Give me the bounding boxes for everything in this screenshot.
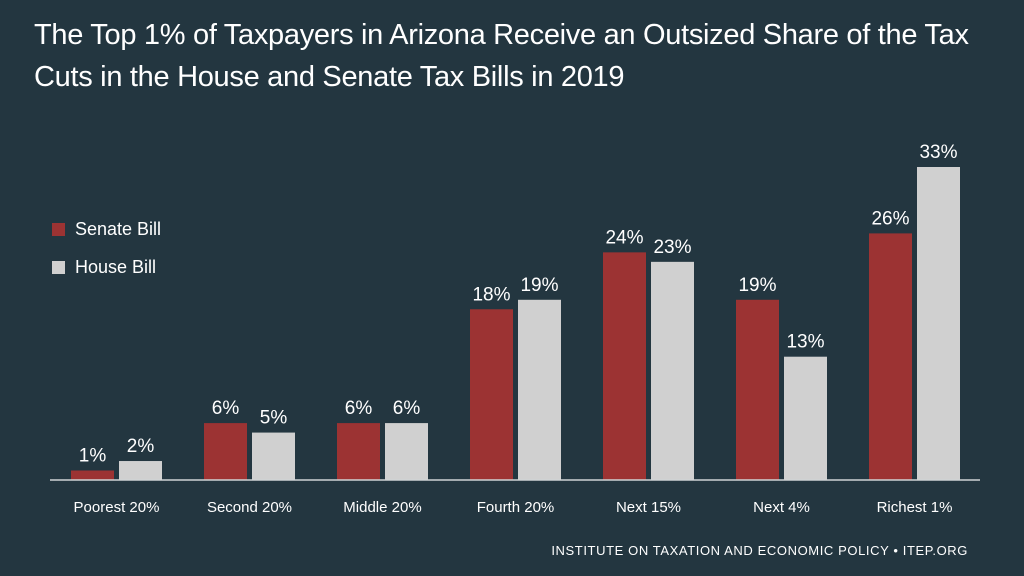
bar-senate-2 xyxy=(337,423,380,480)
legend-label-house: House Bill xyxy=(75,256,157,277)
data-label-house-0: 2% xyxy=(127,436,155,457)
bar-senate-1 xyxy=(204,423,247,480)
data-label-senate-2: 6% xyxy=(345,398,373,419)
category-label-2: Middle 20% xyxy=(343,499,421,516)
bar-house-2 xyxy=(385,423,428,480)
bar-senate-3 xyxy=(470,309,513,480)
category-label-6: Richest 1% xyxy=(877,499,953,516)
legend-swatch-senate xyxy=(52,222,65,236)
data-label-senate-1: 6% xyxy=(212,398,240,419)
data-label-house-2: 6% xyxy=(393,398,421,419)
bar-house-6 xyxy=(917,167,960,480)
data-label-senate-6: 26% xyxy=(871,208,909,229)
data-label-house-3: 19% xyxy=(520,275,558,296)
category-label-1: Second 20% xyxy=(207,499,292,516)
bar-senate-4 xyxy=(603,252,646,480)
chart-title: The Top 1% of Taxpayers in Arizona Recei… xyxy=(34,19,969,93)
category-label-4: Next 15% xyxy=(616,499,681,516)
legend-swatch-house xyxy=(52,260,65,274)
bar-house-0 xyxy=(119,461,162,480)
bar-senate-5 xyxy=(736,299,779,480)
bar-house-3 xyxy=(518,299,561,480)
bar-house-4 xyxy=(651,261,694,480)
data-label-house-1: 5% xyxy=(260,408,288,429)
source-footer: INSTITUTE ON TAXATION AND ECONOMIC POLIC… xyxy=(551,543,968,558)
labels-group: 1% 2% Poorest 20% 6% 5% Second 20% 6% 6% Middle … xyxy=(74,142,958,516)
data-label-senate-4: 24% xyxy=(605,227,643,248)
data-label-house-5: 13% xyxy=(786,332,824,353)
bar-senate-6 xyxy=(869,233,912,480)
bars-group xyxy=(71,167,960,480)
category-label-0: Poorest 20% xyxy=(74,499,160,516)
legend-item-senate: Senate Bill xyxy=(52,210,161,248)
legend: Senate Bill House Bill xyxy=(52,210,161,286)
legend-label-senate: Senate Bill xyxy=(75,218,162,239)
bar-house-1 xyxy=(252,432,295,480)
category-label-5: Next 4% xyxy=(753,499,810,516)
legend-item-house: House Bill xyxy=(52,248,161,286)
data-label-senate-0: 1% xyxy=(79,446,107,467)
data-label-house-6: 33% xyxy=(919,142,957,163)
data-label-senate-5: 19% xyxy=(738,275,776,296)
bar-house-5 xyxy=(784,356,827,480)
bar-senate-0 xyxy=(71,470,114,480)
data-label-house-4: 23% xyxy=(653,237,691,258)
data-label-senate-3: 18% xyxy=(472,284,510,305)
category-label-3: Fourth 20% xyxy=(477,499,555,516)
